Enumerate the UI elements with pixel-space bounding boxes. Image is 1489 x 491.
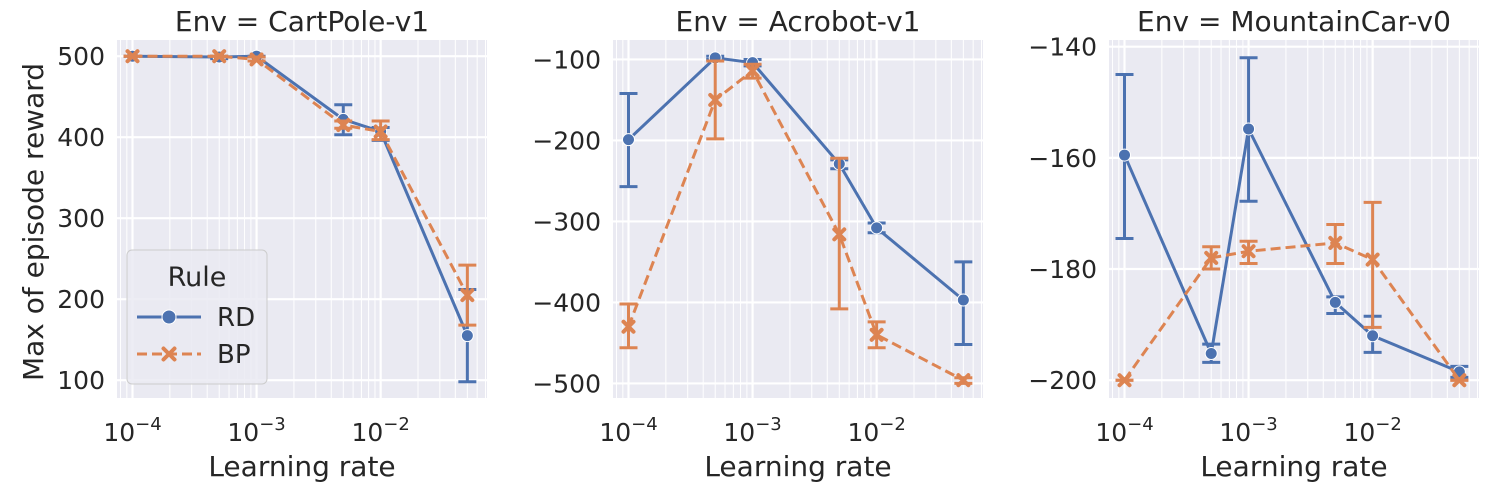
panel-2: −500 −400 −300 −200 −100 10−4 10−3 10−2 Env = Ac… <box>532 5 983 483</box>
panel-1: 100 200 300 400 500 10−4 10−3 10−2 Env = CartPol… <box>57 5 487 483</box>
y-tick-label: 300 <box>57 204 105 233</box>
data-point <box>1118 148 1132 162</box>
x-tick-label: 10−4 <box>1095 414 1153 447</box>
legend-label: BP <box>217 340 251 370</box>
series-line-bp <box>627 69 965 382</box>
data-point <box>460 288 475 303</box>
y-tick-label: −200 <box>532 126 601 155</box>
data-point <box>621 319 636 334</box>
series-rd <box>619 51 973 347</box>
series-line-bp <box>1123 241 1461 382</box>
y-tick-label: 500 <box>57 42 105 71</box>
data-point <box>125 49 140 64</box>
data-point <box>956 373 971 388</box>
data-point <box>1117 373 1132 388</box>
legend-label: RD <box>217 303 255 333</box>
x-tick-label: 10−3 <box>227 414 285 447</box>
y-tick-label: −100 <box>532 45 601 74</box>
plot-area <box>613 40 983 398</box>
series-line-bp <box>132 54 469 296</box>
x-tick-label: 10−2 <box>351 414 409 447</box>
panel-title: Env = Acrobot-v1 <box>676 5 921 38</box>
x-tick-label: 10−2 <box>847 414 905 447</box>
y-tick-label: −400 <box>532 288 601 317</box>
legend: Rule RD BP <box>126 249 268 385</box>
x-axis-label: Learning rate <box>1200 450 1387 483</box>
data-point <box>1452 373 1467 388</box>
data-point <box>1241 244 1256 259</box>
series-line-rd <box>1123 127 1460 374</box>
y-tick-label: −200 <box>1028 366 1097 395</box>
data-point <box>1204 250 1219 265</box>
series-bp <box>123 49 477 327</box>
y-tick-label: 200 <box>57 285 105 314</box>
x-tick-label: 10−4 <box>599 414 657 447</box>
legend-marker <box>161 309 177 325</box>
x-axis-label: Learning rate <box>208 450 395 483</box>
y-tick-label: −180 <box>1028 255 1097 284</box>
data-point <box>1328 235 1343 250</box>
series-line-rd <box>627 56 965 302</box>
y-tick-label: −500 <box>532 369 601 398</box>
error-bar <box>1363 200 1382 329</box>
x-tick-label: 10−4 <box>103 414 161 447</box>
data-point <box>1366 329 1380 343</box>
y-axis-label: Max of episode reward <box>17 63 50 381</box>
data-point <box>460 329 474 343</box>
data-point <box>249 52 264 67</box>
data-point <box>708 92 723 107</box>
x-tick-label: 10−2 <box>1343 414 1401 447</box>
data-point <box>212 49 227 64</box>
data-point <box>622 133 636 147</box>
series-bp <box>619 59 973 388</box>
data-point <box>745 63 760 78</box>
series-line-rd <box>132 54 469 337</box>
x-tick-label: 10−3 <box>1219 414 1277 447</box>
legend-title: Rule <box>168 262 227 293</box>
data-point <box>1242 122 1256 136</box>
data-point <box>1204 347 1218 361</box>
panel-title: Env = CartPole-v1 <box>175 5 429 38</box>
legend-marker <box>161 346 177 362</box>
y-tick-label: 400 <box>57 123 105 152</box>
y-tick-label: −300 <box>532 207 601 236</box>
series-rd <box>1115 56 1469 379</box>
data-point <box>956 293 970 307</box>
x-tick-label: 10−3 <box>723 414 781 447</box>
y-tick-label: −140 <box>1028 33 1097 62</box>
data-point <box>336 118 351 133</box>
data-point <box>869 327 884 342</box>
panel-title: Env = MountainCar-v0 <box>1137 5 1451 38</box>
y-tick-label: 100 <box>57 366 105 395</box>
data-point <box>870 221 884 235</box>
panel-3: −200 −180 −160 −140 10−4 10−3 10−2 Env = Mounta… <box>1028 5 1479 483</box>
data-point <box>832 227 847 242</box>
panels: 100 200 300 400 500 10−4 10−3 10−2 Env = CartPol… <box>57 5 1479 483</box>
x-axis-label: Learning rate <box>704 450 891 483</box>
legend-item-rd: RD <box>137 303 255 333</box>
legend-item-bp: BP <box>137 340 251 370</box>
series-bp <box>1115 200 1469 388</box>
data-point <box>1365 252 1380 267</box>
data-point <box>1328 295 1342 309</box>
y-tick-label: −160 <box>1028 144 1097 173</box>
data-point <box>373 124 388 139</box>
